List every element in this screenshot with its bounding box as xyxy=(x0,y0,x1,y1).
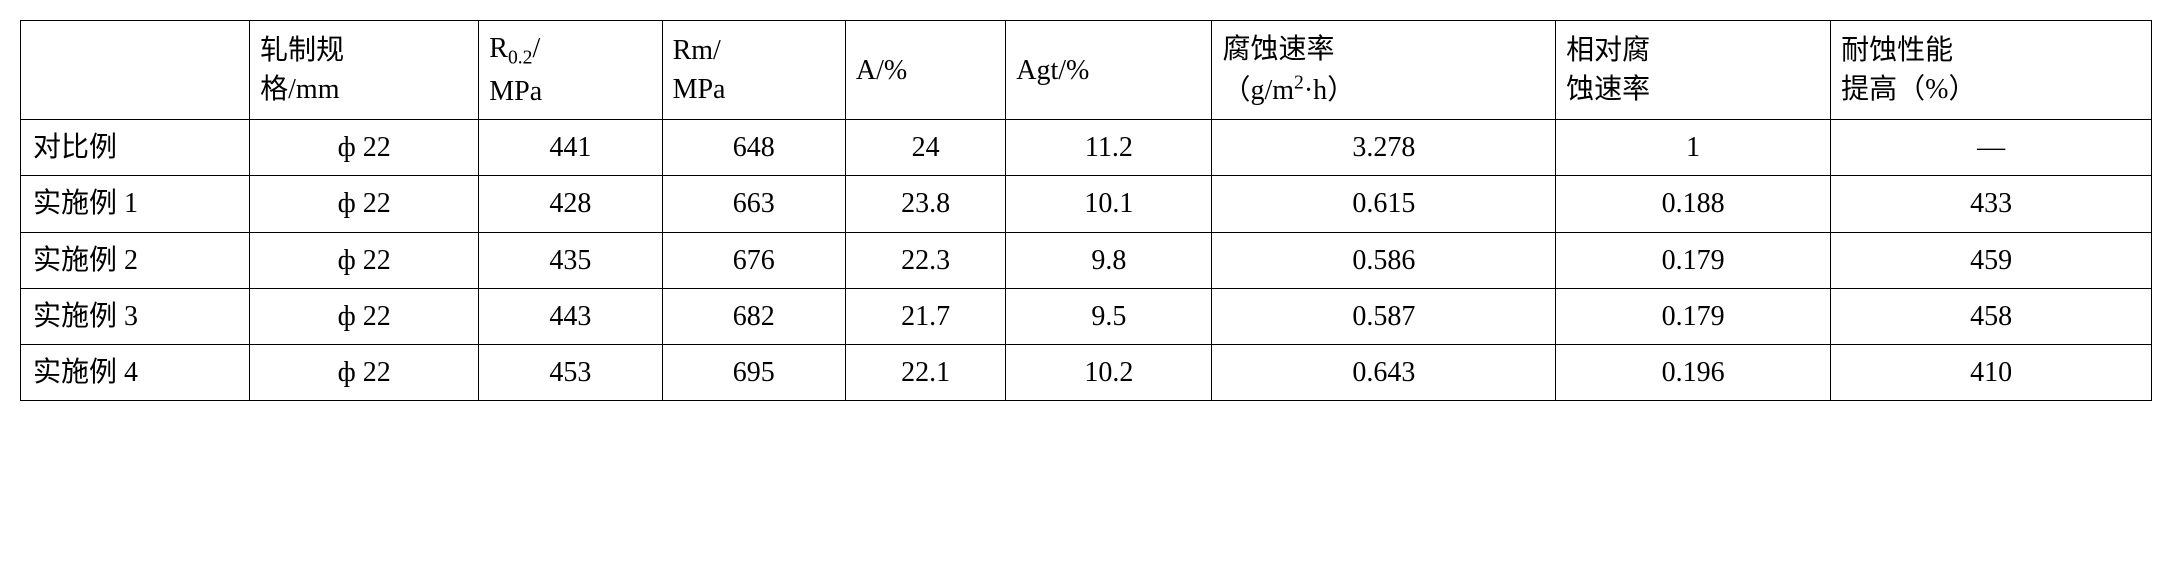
table-row: 实施例 1 ф 22 428 663 23.8 10.1 0.615 0.188… xyxy=(21,176,2152,232)
cell-a: 23.8 xyxy=(845,176,1005,232)
cell-r02: 441 xyxy=(479,120,662,176)
cell-r02: 443 xyxy=(479,288,662,344)
col-header-spec: 轧制规格/mm xyxy=(250,21,479,120)
cell-impr: 410 xyxy=(1831,344,2152,400)
table-row: 实施例 2 ф 22 435 676 22.3 9.8 0.586 0.179 … xyxy=(21,232,2152,288)
cell-rel-corr: 1 xyxy=(1556,120,1831,176)
cell-a: 21.7 xyxy=(845,288,1005,344)
cell-r02: 453 xyxy=(479,344,662,400)
cell-rm: 648 xyxy=(662,120,845,176)
cell-label: 实施例 2 xyxy=(21,232,250,288)
cell-spec: ф 22 xyxy=(250,344,479,400)
cell-agt: 10.2 xyxy=(1006,344,1212,400)
cell-a: 22.1 xyxy=(845,344,1005,400)
cell-label: 实施例 1 xyxy=(21,176,250,232)
col-header-r02: R0.2/MPa xyxy=(479,21,662,120)
cell-rm: 682 xyxy=(662,288,845,344)
cell-rel-corr: 0.179 xyxy=(1556,288,1831,344)
cell-spec: ф 22 xyxy=(250,120,479,176)
cell-a: 22.3 xyxy=(845,232,1005,288)
cell-impr: 458 xyxy=(1831,288,2152,344)
cell-corr-rate: 0.615 xyxy=(1212,176,1556,232)
cell-label: 对比例 xyxy=(21,120,250,176)
cell-label: 实施例 3 xyxy=(21,288,250,344)
col-header-rel-corr: 相对腐蚀速率 xyxy=(1556,21,1831,120)
cell-agt: 9.8 xyxy=(1006,232,1212,288)
cell-corr-rate: 0.587 xyxy=(1212,288,1556,344)
cell-corr-rate: 3.278 xyxy=(1212,120,1556,176)
cell-impr: — xyxy=(1831,120,2152,176)
col-header-rm: Rm/MPa xyxy=(662,21,845,120)
cell-spec: ф 22 xyxy=(250,288,479,344)
cell-r02: 428 xyxy=(479,176,662,232)
cell-label: 实施例 4 xyxy=(21,344,250,400)
cell-rm: 663 xyxy=(662,176,845,232)
table-header-row: 轧制规格/mm R0.2/MPa Rm/MPa A/% Agt/% 腐蚀速率（g… xyxy=(21,21,2152,120)
cell-rel-corr: 0.188 xyxy=(1556,176,1831,232)
table-row: 实施例 3 ф 22 443 682 21.7 9.5 0.587 0.179 … xyxy=(21,288,2152,344)
cell-rel-corr: 0.196 xyxy=(1556,344,1831,400)
rebar-properties-table: 轧制规格/mm R0.2/MPa Rm/MPa A/% Agt/% 腐蚀速率（g… xyxy=(20,20,2152,401)
cell-rm: 695 xyxy=(662,344,845,400)
table-body: 对比例 ф 22 441 648 24 11.2 3.278 1 — 实施例 1… xyxy=(21,120,2152,401)
col-header-agt: Agt/% xyxy=(1006,21,1212,120)
cell-corr-rate: 0.643 xyxy=(1212,344,1556,400)
cell-impr: 459 xyxy=(1831,232,2152,288)
cell-a: 24 xyxy=(845,120,1005,176)
cell-corr-rate: 0.586 xyxy=(1212,232,1556,288)
cell-rm: 676 xyxy=(662,232,845,288)
col-header-corr-rate: 腐蚀速率（g/m2·h） xyxy=(1212,21,1556,120)
cell-spec: ф 22 xyxy=(250,232,479,288)
col-header-a: A/% xyxy=(845,21,1005,120)
cell-spec: ф 22 xyxy=(250,176,479,232)
cell-r02: 435 xyxy=(479,232,662,288)
col-header-label xyxy=(21,21,250,120)
table-row: 实施例 4 ф 22 453 695 22.1 10.2 0.643 0.196… xyxy=(21,344,2152,400)
cell-agt: 10.1 xyxy=(1006,176,1212,232)
cell-agt: 9.5 xyxy=(1006,288,1212,344)
col-header-impr: 耐蚀性能提高（%） xyxy=(1831,21,2152,120)
cell-agt: 11.2 xyxy=(1006,120,1212,176)
cell-rel-corr: 0.179 xyxy=(1556,232,1831,288)
table-row: 对比例 ф 22 441 648 24 11.2 3.278 1 — xyxy=(21,120,2152,176)
cell-impr: 433 xyxy=(1831,176,2152,232)
